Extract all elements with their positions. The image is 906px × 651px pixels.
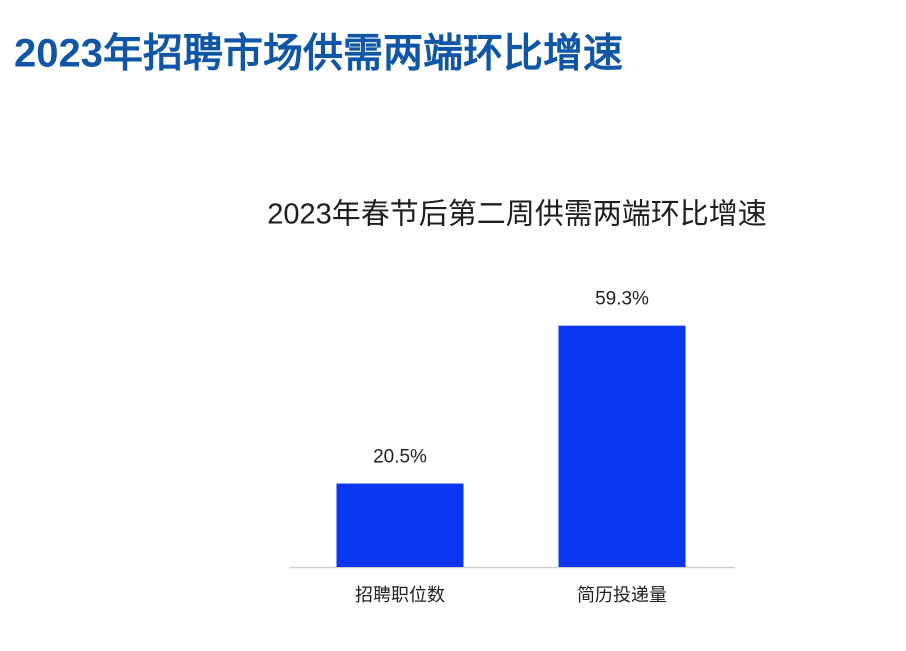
page-title: 2023年招聘市场供需两端环比增速 [14, 32, 623, 76]
value-label: 59.3% [595, 289, 649, 310]
x-tick-label: 招聘职位数 [355, 585, 445, 605]
bar [336, 483, 464, 567]
value-label: 20.5% [373, 447, 427, 468]
x-tick-label: 简历投递量 [577, 585, 667, 605]
bar [558, 325, 686, 567]
chart-title: 2023年春节后第二周供需两端环比增速 [267, 198, 767, 231]
